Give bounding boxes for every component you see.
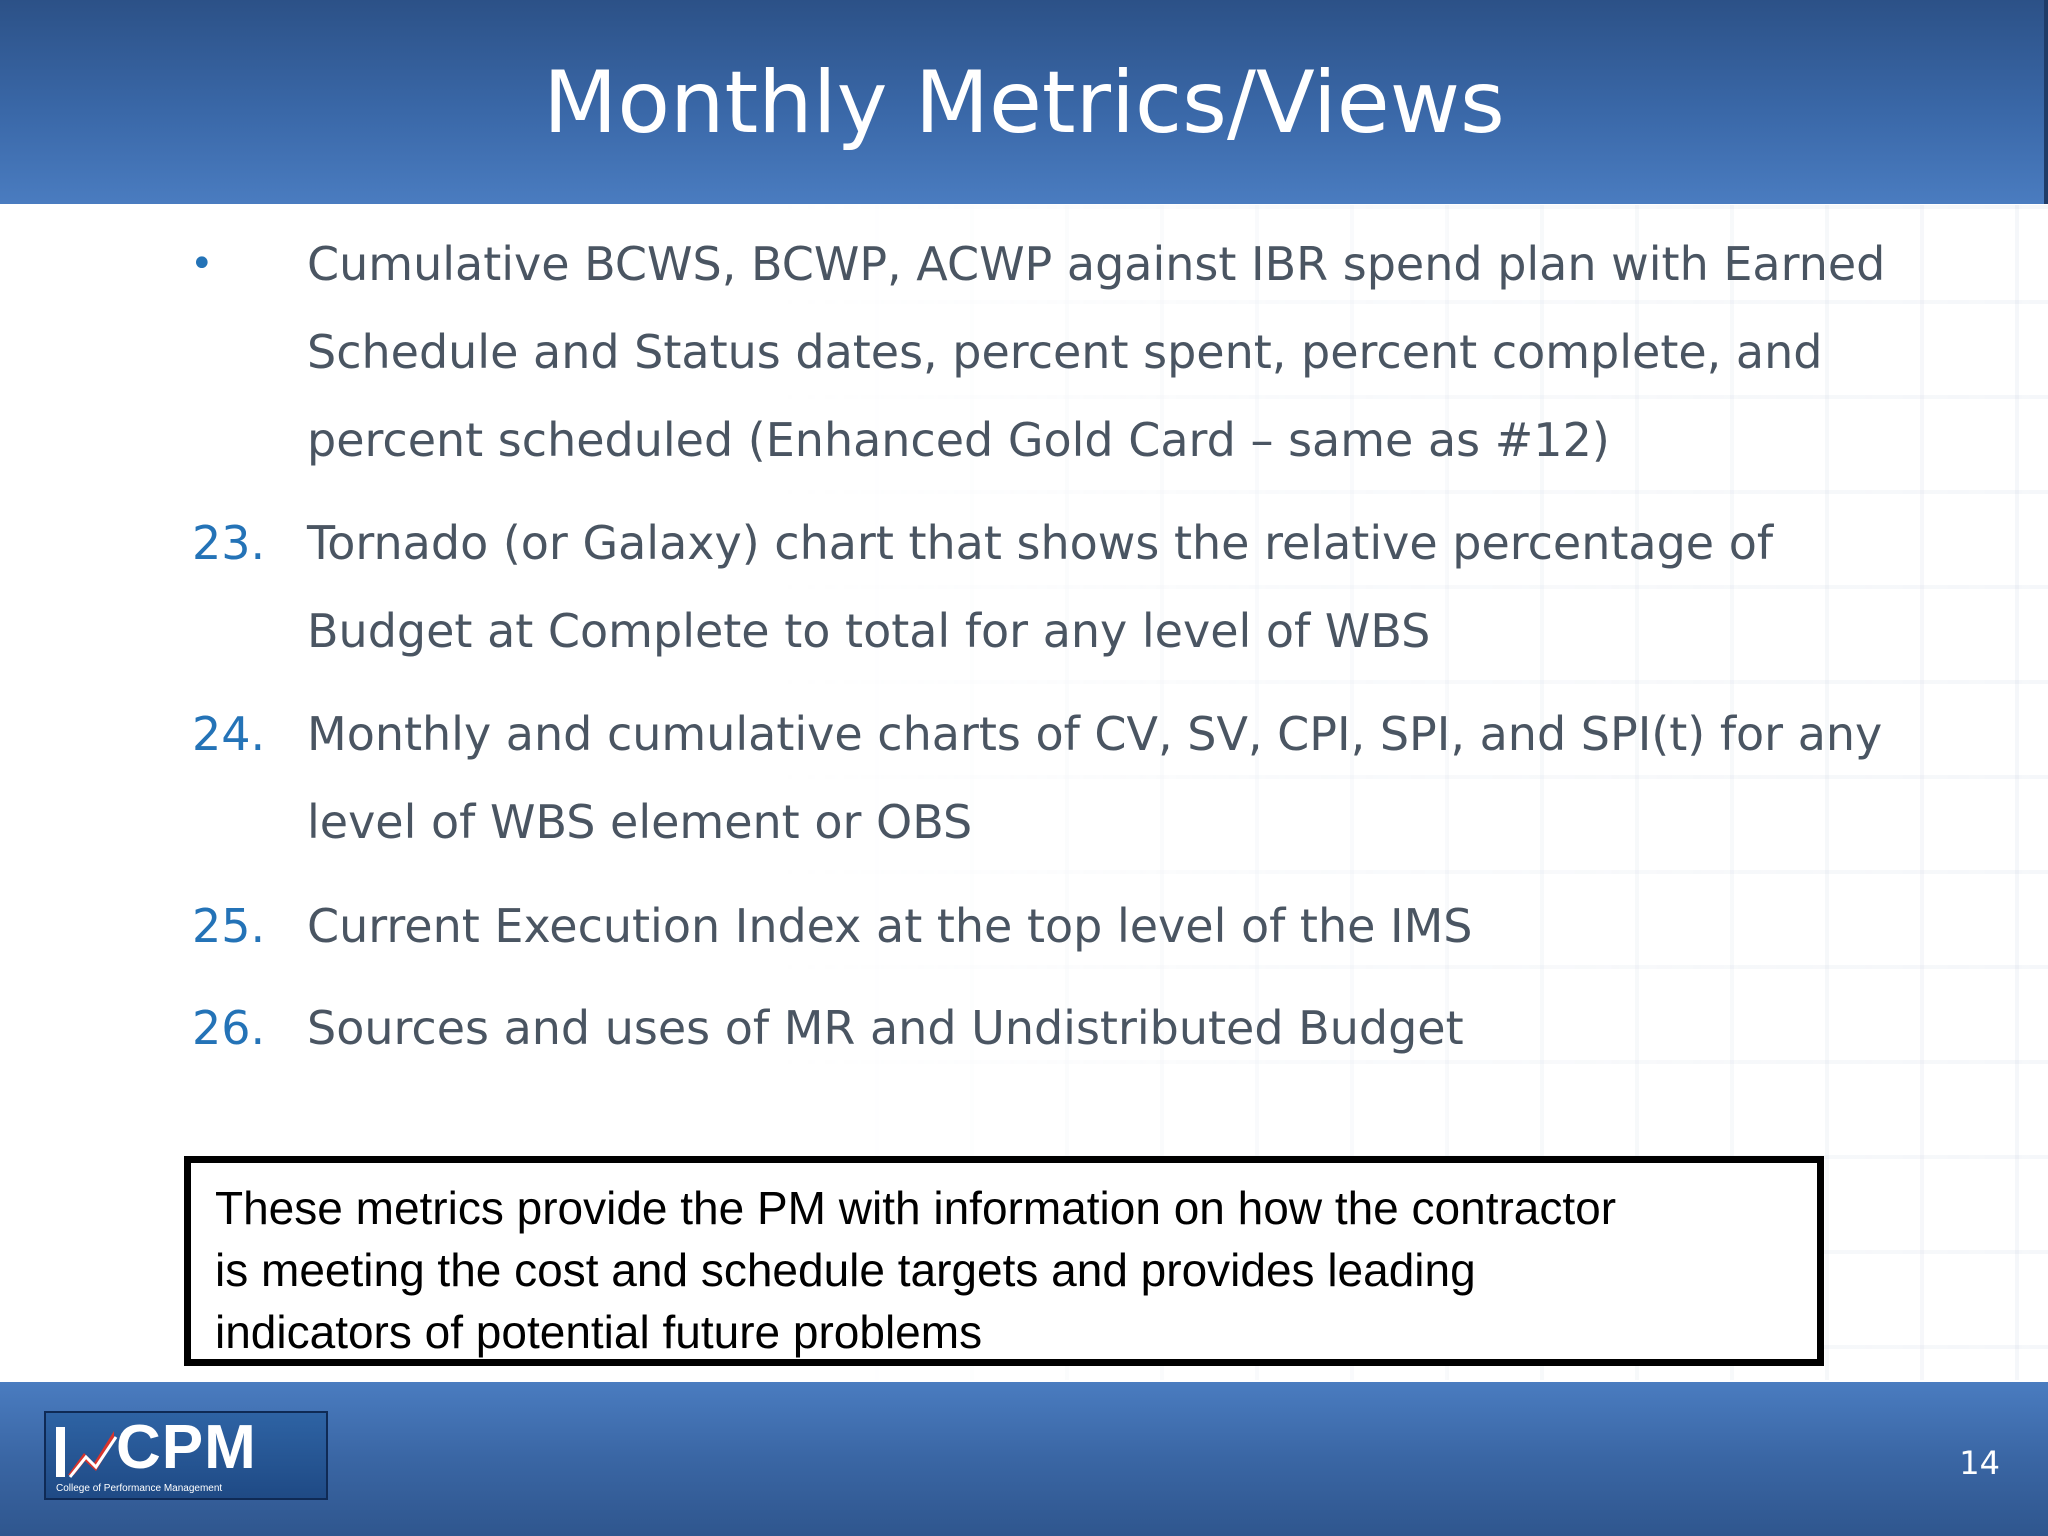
list-number: 24. (192, 707, 266, 761)
list-number: 26. (192, 1001, 266, 1055)
logo-subtitle: College of Performance Management (56, 1483, 223, 1494)
cpm-logo: CPM College of Performance Management (44, 1411, 328, 1500)
item-line: Cumulative BCWS, BCWP, ACWP against IBR … (307, 237, 1886, 291)
logo-text: CPM (116, 1413, 257, 1482)
footer-bar (0, 1382, 2048, 1536)
list-number: 25. (192, 899, 266, 953)
header-bar (0, 0, 2048, 204)
logo-swoosh-icon (56, 1427, 118, 1478)
item-line: Budget at Complete to total for any leve… (307, 604, 1431, 658)
slide-title: Monthly Metrics/Views (543, 53, 1505, 153)
item-line: Monthly and cumulative charts of CV, SV,… (307, 707, 1883, 761)
item-line: level of WBS element or OBS (307, 795, 973, 849)
callout-line: is meeting the cost and schedule targets… (215, 1244, 1476, 1296)
page-number: 14 (1959, 1444, 2000, 1482)
item-line: Current Execution Index at the top level… (307, 899, 1473, 953)
callout-line: indicators of potential future problems (215, 1306, 983, 1358)
callout-line: These metrics provide the PM with inform… (215, 1182, 1617, 1234)
item-line: Tornado (or Galaxy) chart that shows the… (307, 516, 1774, 570)
list-number: 23. (192, 516, 266, 570)
item-line: percent scheduled (Enhanced Gold Card – … (307, 413, 1610, 467)
item-line: Schedule and Status dates, percent spent… (307, 325, 1823, 379)
item-line: Sources and uses of MR and Undistributed… (307, 1001, 1464, 1055)
callout-box: These metrics provide the PM with inform… (184, 1156, 1824, 1366)
list-bullet: • (190, 241, 214, 287)
